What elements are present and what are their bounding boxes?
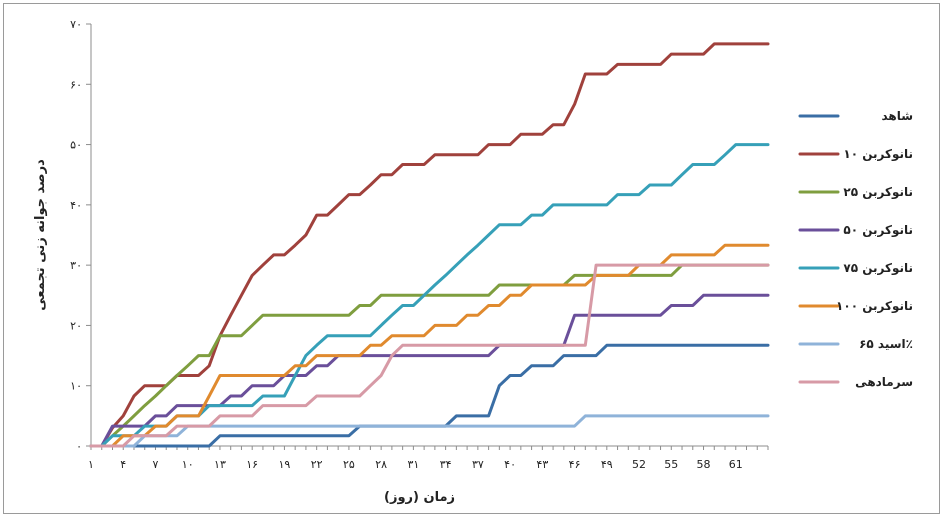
x-tick-label: 58 (697, 458, 711, 471)
y-tick-label: ۲۰ (70, 319, 82, 332)
y-tick-label: ۰ (76, 440, 82, 453)
x-tick-label: ۴۶ (569, 458, 581, 471)
series-line-7 (89, 414, 770, 448)
legend-label-1: شاهد (881, 109, 913, 123)
series-line-2 (89, 42, 770, 448)
x-tick-label: ۱۶ (246, 458, 258, 471)
x-tick-label: 52 (632, 458, 646, 471)
y-tick-label: ۵۰ (70, 139, 82, 152)
x-tick-label: 55 (664, 458, 678, 471)
legend-label-6: نانوکربن ۱۰۰ (836, 299, 913, 314)
x-tick-label: ۴۳ (536, 458, 548, 471)
x-tick-label: ۷ (153, 458, 159, 471)
x-tick-label: ۲۸ (375, 458, 387, 471)
series-line-6 (89, 243, 770, 448)
x-tick-label: 61 (729, 458, 743, 471)
x-tick-label: ۲۲ (311, 458, 323, 471)
y-tick-label: ۳۰ (70, 259, 82, 272)
series-line-1 (89, 343, 770, 448)
legend-label-8: سرمادهی (855, 375, 913, 389)
x-tick-label: ۳۱ (407, 458, 419, 471)
legend-label-2: نانوکربن ۱۰ (843, 147, 913, 162)
x-tick-label: ۳۷ (472, 458, 484, 471)
y-axis-title: درصد جوانه زنی تجمعی (33, 159, 48, 311)
series-line-4 (89, 293, 770, 448)
x-tick-label: ۱۹ (279, 458, 291, 471)
legend-label-7: اسید ۶۵٪ (859, 337, 913, 351)
x-tick-label: ۱۳ (214, 458, 226, 471)
y-tick-label: ۷۰ (70, 18, 82, 31)
legend-label-5: نانوکربن ۷۵ (843, 261, 913, 276)
x-tick-label: ۳۴ (440, 458, 452, 471)
x-tick-label: ۴ (120, 458, 126, 471)
x-tick-label: ۴۹ (601, 458, 613, 471)
x-tick-label: ۱۰ (182, 458, 194, 471)
x-tick-label: ۴۰ (504, 458, 516, 471)
series-line-8 (89, 263, 770, 448)
y-tick-label: ۴۰ (70, 199, 82, 212)
legend-label-4: نانوکربن ۵۰ (843, 223, 913, 238)
y-tick-label: ۱۰ (70, 380, 82, 393)
x-tick-label: ۲۵ (343, 458, 355, 471)
x-axis-title: زمان (روز) (384, 490, 455, 505)
legend-label-3: نانوکربن ۲۵ (843, 185, 913, 200)
chart-frame (3, 3, 940, 514)
x-tick-label: ۱ (88, 458, 94, 471)
y-tick-label: ۶۰ (70, 78, 82, 91)
